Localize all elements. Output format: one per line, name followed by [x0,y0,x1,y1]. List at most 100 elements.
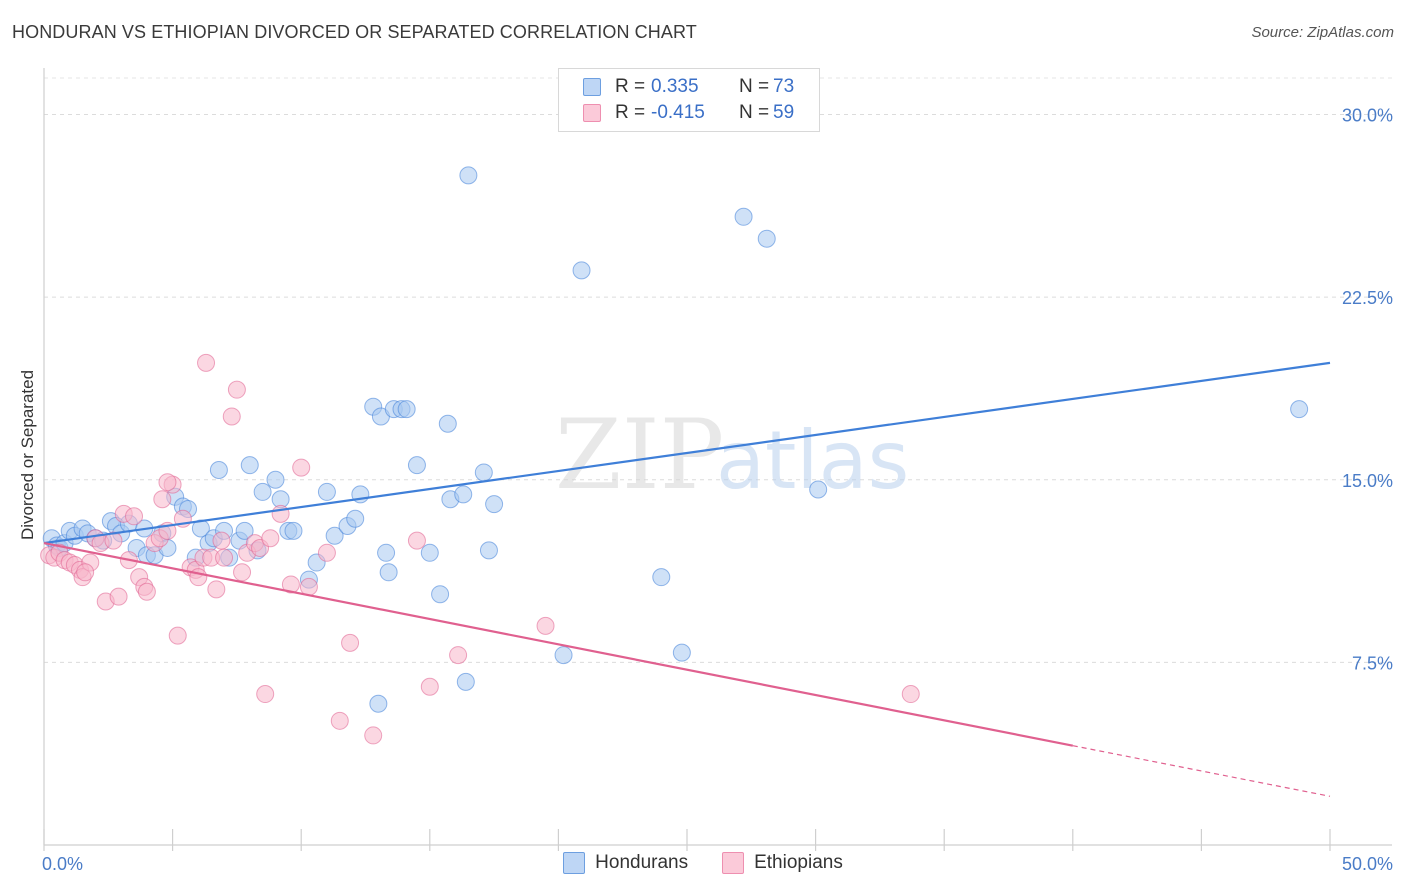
series-legend: Hondurans Ethiopians [0,852,1406,874]
point-hondurans [459,166,478,185]
x-tick-label: 0.0% [42,854,83,874]
chart-title: HONDURAN VS ETHIOPIAN DIVORCED OR SEPARA… [12,22,697,42]
point-hondurans [431,585,450,604]
point-ethiopians [292,458,311,477]
point-hondurans [235,521,254,540]
legend-swatch-ethiopians [583,104,601,122]
point-ethiopians [207,580,226,599]
trend-line-ethiopians-extension [1072,745,1331,797]
point-ethiopians [104,531,123,550]
point-hondurans [1290,400,1309,419]
legend-n-value: 73 [773,76,795,97]
point-ethiopians [109,587,128,606]
point-hondurans [454,485,473,504]
point-ethiopians [364,726,383,745]
point-hondurans [420,543,439,562]
point-ethiopians [137,582,156,601]
point-ethiopians [449,646,468,665]
legend-label-ethiopians: Ethiopians [754,852,843,873]
point-ethiopians [233,563,252,582]
legend-r-value: -0.415 [651,102,705,123]
axis-labels: 7.5% 15.0% 22.5% 30.0% 0.0% 50.0% Divorced or … [18,106,1393,874]
axes [43,68,1392,851]
point-hondurans [554,646,573,665]
point-hondurans [209,461,228,480]
point-ethiopians [153,490,172,509]
point-hondurans [369,694,388,713]
point-hondurans [397,400,416,419]
point-ethiopians [76,563,95,582]
point-hondurans [652,568,671,587]
point-ethiopians [341,633,360,652]
point-ethiopians [261,529,280,548]
point-ethiopians [271,504,290,523]
point-hondurans [266,470,285,489]
trend-line-hondurans [43,361,1331,545]
legend-n-label: N = [739,102,770,123]
point-ethiopians [536,616,555,635]
y-tick-label: 22.5% [1342,288,1393,308]
legend-n-value: 59 [773,102,795,123]
y-tick-label: 30.0% [1342,106,1393,126]
point-hondurans [672,643,691,662]
point-hondurans [485,495,504,514]
point-hondurans [474,463,493,482]
legend-swatch-hondurans [563,852,586,874]
point-ethiopians [125,507,144,526]
point-hondurans [317,482,336,501]
point-hondurans [379,563,398,582]
point-ethiopians [317,543,336,562]
legend-label-hondurans: Hondurans [595,852,689,873]
trend-lines [43,361,1331,797]
y-axis-title: Divorced or Separated [18,370,37,540]
point-hondurans [809,480,828,499]
point-ethiopians [407,531,426,550]
legend-n-label: N = [739,76,770,97]
watermark-zip: ZIP [555,399,724,511]
point-hondurans [456,672,475,691]
point-ethiopians [227,380,246,399]
point-hondurans [572,261,591,280]
point-hondurans [438,414,457,433]
legend-r-value: 0.335 [651,76,699,97]
point-hondurans [757,229,776,248]
y-tick-label: 15.0% [1342,471,1393,491]
legend-swatch-ethiopians [722,852,745,874]
point-hondurans [479,541,498,560]
point-hondurans [377,543,396,562]
point-ethiopians [281,575,300,594]
legend-swatch-hondurans [583,78,601,96]
legend-item-ethiopians[interactable]: Ethiopians [722,852,843,874]
legend-row-ethiopians: R = -0.415 N = 59 [583,101,794,125]
point-ethiopians [158,473,177,492]
point-ethiopians [299,577,318,596]
point-ethiopians [168,626,187,645]
point-hondurans [346,509,365,528]
point-hondurans [284,521,303,540]
legend-item-hondurans[interactable]: Hondurans [563,852,688,874]
legend-row-hondurans: R = 0.335 N = 73 [583,75,794,99]
point-hondurans [253,482,272,501]
source-label: Source: ZipAtlas.com [1251,24,1394,41]
legend-r-label: R = [615,102,646,123]
y-tick-label: 7.5% [1352,653,1393,673]
point-ethiopians [222,407,241,426]
point-hondurans [240,456,259,475]
point-hondurans [325,526,344,545]
point-ethiopians [215,548,234,567]
point-hondurans [734,207,753,226]
stats-legend: R = 0.335 N = 73 R = -0.415 N = 59 [558,68,820,132]
point-hondurans [191,519,210,538]
point-ethiopians [212,531,231,550]
point-ethiopians [420,677,439,696]
x-tick-label: 50.0% [1342,854,1393,874]
point-ethiopians [330,711,349,730]
point-ethiopians [256,685,275,704]
point-hondurans [407,456,426,475]
point-ethiopians [901,685,920,704]
watermark: ZIP atlas [555,399,909,511]
trend-line-ethiopians [43,541,1074,747]
legend-r-label: R = [615,76,646,97]
data-points [40,166,1309,745]
